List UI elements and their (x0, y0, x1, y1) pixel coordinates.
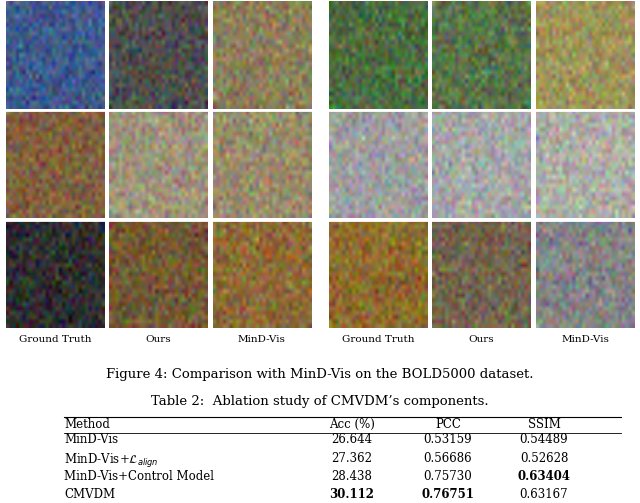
Text: SSIM: SSIM (527, 418, 561, 431)
Text: 0.52628: 0.52628 (520, 452, 568, 465)
Text: 27.362: 27.362 (332, 452, 372, 465)
Text: MinD-Vis: MinD-Vis (64, 434, 118, 447)
Text: Ground Truth: Ground Truth (19, 334, 91, 344)
Text: 0.53159: 0.53159 (424, 434, 472, 447)
Text: Table 2:  Ablation study of CMVDM’s components.: Table 2: Ablation study of CMVDM’s compo… (151, 395, 489, 408)
Text: 30.112: 30.112 (330, 488, 374, 501)
Text: 0.75730: 0.75730 (424, 470, 472, 483)
Text: Acc (%): Acc (%) (329, 418, 375, 431)
Text: MinD-Vis: MinD-Vis (561, 334, 609, 344)
Text: PCC: PCC (435, 418, 461, 431)
Text: CMVDM: CMVDM (64, 488, 115, 501)
Text: 0.63404: 0.63404 (518, 470, 570, 483)
Text: 28.438: 28.438 (332, 470, 372, 483)
Text: 0.76751: 0.76751 (422, 488, 474, 501)
Text: 0.54489: 0.54489 (520, 434, 568, 447)
Text: 26.644: 26.644 (332, 434, 372, 447)
Text: Method: Method (64, 418, 110, 431)
Text: Ground Truth: Ground Truth (342, 334, 414, 344)
Text: MinD-Vis+Control Model: MinD-Vis+Control Model (64, 470, 214, 483)
Text: 0.63167: 0.63167 (520, 488, 568, 501)
Text: MinD-Vis: MinD-Vis (238, 334, 286, 344)
Text: Ours: Ours (468, 334, 495, 344)
Text: MinD-Vis+$\mathcal{L}_{align}$: MinD-Vis+$\mathcal{L}_{align}$ (64, 452, 159, 470)
Text: Ours: Ours (145, 334, 172, 344)
Text: 0.56686: 0.56686 (424, 452, 472, 465)
Text: Figure 4: Comparison with MinD-Vis on the BOLD5000 dataset.: Figure 4: Comparison with MinD-Vis on th… (106, 368, 534, 381)
